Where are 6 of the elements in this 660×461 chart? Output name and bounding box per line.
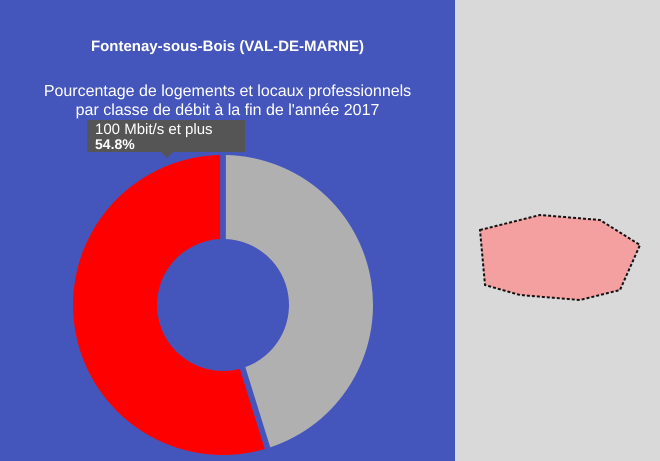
chart-subtitle: Pourcentage de logements et locaux professionnels par classe de débit à la fin de l'année 2017 [44, 83, 412, 119]
donut-slice [226, 155, 373, 448]
data-label: 54.8% [95, 136, 136, 152]
chart-title: Fontenay-sous-Bois (VAL-DE-MARNE) [90, 38, 364, 55]
donut-slice [73, 155, 265, 455]
slice-label: 100 Mbit/s et plus [95, 121, 213, 138]
